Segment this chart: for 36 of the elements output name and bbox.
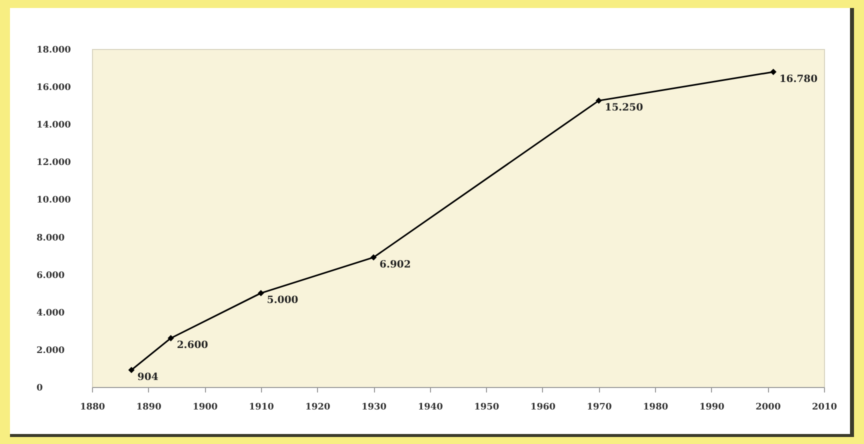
point xyxy=(128,366,135,374)
point xyxy=(770,68,776,76)
point xyxy=(370,254,377,261)
x-tick-label: 1980 xyxy=(643,402,668,412)
y-tick-label: 8.000 xyxy=(36,233,65,244)
x-tick-label: 1880 xyxy=(80,402,106,412)
x-tick-label: 1960 xyxy=(530,402,556,412)
x-tick-label: 1970 xyxy=(586,402,612,412)
y-tick-label: 12.000 xyxy=(36,158,71,168)
x-tick-label: 1900 xyxy=(192,402,218,412)
x-tick-label: 1910 xyxy=(248,402,274,412)
x-tick-label: 1890 xyxy=(136,402,162,412)
y-tick-label: 4.000 xyxy=(36,308,65,318)
x-tick-label: 1950 xyxy=(474,402,500,412)
y-tick-label: 16.000 xyxy=(36,83,71,94)
x-tick-label: 1990 xyxy=(699,402,724,412)
x-tick-label: 1920 xyxy=(305,402,330,412)
y-tick-label: 0 xyxy=(36,384,43,394)
point xyxy=(596,97,602,104)
data-label: 904 xyxy=(137,372,158,384)
point xyxy=(258,290,264,296)
x-tick-label: 2010 xyxy=(812,402,838,412)
data-label: 2.600 xyxy=(176,340,208,352)
data-label: 15.250 xyxy=(604,102,644,114)
y-tick-label: 6.000 xyxy=(36,270,65,281)
x-tick-label: 1940 xyxy=(418,402,443,412)
x-tick-label: 2000 xyxy=(756,402,781,412)
data-label: 6.902 xyxy=(380,259,411,270)
x-tick-label: 1930 xyxy=(362,402,387,412)
point xyxy=(168,335,174,342)
data-label: 16.780 xyxy=(779,74,818,85)
data-label: 5.000 xyxy=(266,295,298,306)
y-tick-label: 10.000 xyxy=(36,196,71,206)
y-tick-label: 2.000 xyxy=(36,346,65,356)
y-tick-label: 14.000 xyxy=(36,120,71,131)
y-tick-label: 18.000 xyxy=(36,46,71,56)
